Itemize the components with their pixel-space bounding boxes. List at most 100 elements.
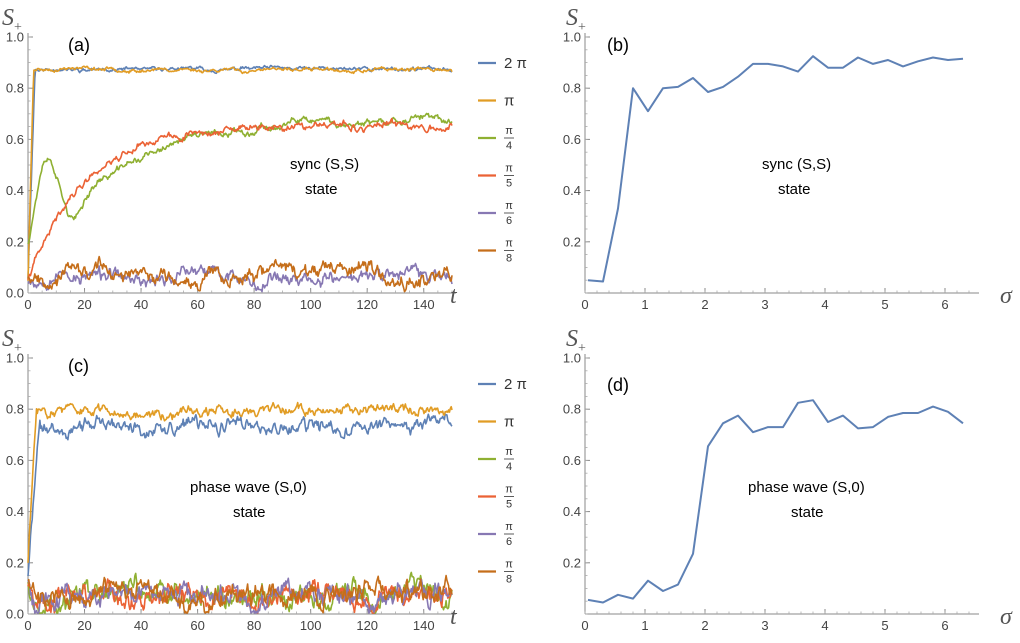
- x-tick-label: 100: [300, 297, 322, 312]
- x-tick-label: 4: [821, 618, 828, 633]
- state-annotation-line2: state: [305, 181, 338, 198]
- state-annotation-line2: state: [778, 181, 811, 198]
- x-tick-label: 20: [77, 297, 91, 312]
- panel-label: (a): [68, 35, 90, 55]
- x-tick-label: 0: [24, 618, 31, 633]
- x-axis-label: σ: [1000, 283, 1013, 309]
- series-line-c-5: [27, 574, 453, 614]
- legend-label-denominator: 5: [506, 178, 512, 190]
- x-tick-label: 1: [641, 618, 648, 633]
- y-tick-label: 0.4: [6, 183, 24, 198]
- legend-label: π: [504, 414, 514, 431]
- y-tick-label: 0.4: [6, 504, 24, 519]
- x-tick-label: 100: [300, 618, 322, 633]
- legend-label: 2 π: [504, 55, 527, 72]
- panel-c: 0.0 0.2 0.4 0.6 0.8 1.0 0 20 40 60 80 100 120 140 S+ t (…: [2, 326, 527, 633]
- panel-b: 0.2 0.4 0.6 0.8 1.0 0 1 2 3 4 5 6 S+ σ (b) sync (S,S) st…: [563, 5, 1013, 312]
- y-tick-label: 1.0: [563, 30, 581, 45]
- x-axis-label: t: [450, 604, 458, 630]
- legend-label-numerator: π: [505, 163, 513, 175]
- x-tick-label: 6: [941, 618, 948, 633]
- legend-label-numerator: π: [505, 125, 513, 137]
- x-tick-label: 4: [821, 297, 828, 312]
- y-tick-label: 1.0: [6, 351, 24, 366]
- legend-c: 2 π π π 4 π 5 π 6 π 8: [478, 376, 527, 586]
- legend-label-numerator: π: [505, 484, 513, 496]
- state-annotation: sync (S,S): [290, 156, 359, 173]
- x-tick-label: 120: [356, 297, 378, 312]
- legend-label-denominator: 5: [506, 499, 512, 511]
- y-tick-label: 0.0: [6, 286, 24, 301]
- x-tick-label: 2: [701, 297, 708, 312]
- legend-label-numerator: π: [505, 559, 513, 571]
- series-line-c-1: [27, 401, 453, 563]
- x-axis-label: t: [450, 283, 458, 309]
- y-tick-label: 0.2: [6, 555, 24, 570]
- x-tick-label: 40: [134, 618, 148, 633]
- legend-label: π: [504, 93, 514, 110]
- x-tick-label: 0: [581, 297, 588, 312]
- legend-label-denominator: 4: [506, 461, 512, 473]
- state-annotation-line2: state: [791, 504, 824, 521]
- x-tick-label: 5: [881, 297, 888, 312]
- series-line-a-2: [27, 112, 453, 245]
- y-tick-label: 0.6: [563, 453, 581, 468]
- legend-label-denominator: 4: [506, 140, 512, 152]
- y-axis-label: S+: [566, 326, 586, 356]
- x-axis-label: σ: [1000, 604, 1013, 630]
- series-line-a-3: [27, 117, 453, 280]
- legend-label-numerator: π: [505, 200, 513, 212]
- legend-label-numerator: π: [505, 238, 513, 250]
- x-tick-label: 6: [941, 297, 948, 312]
- x-tick-label: 80: [247, 297, 261, 312]
- legend-label: 2 π: [504, 376, 527, 393]
- series-line-a-1: [27, 65, 453, 281]
- y-tick-label: 0.4: [563, 504, 581, 519]
- y-tick-label: 0.8: [6, 81, 24, 96]
- y-axis-label: S+: [2, 5, 22, 35]
- y-tick-label: 0.6: [6, 453, 24, 468]
- panel-label: (c): [68, 356, 89, 376]
- y-axis-label: S+: [566, 5, 586, 35]
- x-tick-label: 80: [247, 618, 261, 633]
- panel-label: (d): [607, 375, 629, 395]
- series-line-d-0: [587, 399, 964, 604]
- x-tick-label: 120: [356, 618, 378, 633]
- legend-label-denominator: 8: [506, 574, 512, 586]
- state-annotation-line2: state: [233, 504, 266, 521]
- state-annotation: phase wave (S,0): [190, 479, 307, 496]
- x-tick-label: 3: [761, 618, 768, 633]
- y-tick-label: 0.8: [563, 402, 581, 417]
- x-tick-label: 20: [77, 618, 91, 633]
- legend-label-numerator: π: [505, 446, 513, 458]
- series-line-c-4: [27, 577, 453, 614]
- x-tick-label: 60: [190, 618, 204, 633]
- series-line-a-5: [27, 255, 453, 293]
- y-tick-label: 0.0: [6, 607, 24, 622]
- panel-a: 0.0 0.2 0.4 0.6 0.8 1.0 0 20 40 60 80 100 120 140 S+ t (…: [2, 5, 527, 312]
- legend-a: 2 π π π 4 π 5 π 6 π 8: [478, 55, 527, 265]
- x-tick-label: 40: [134, 297, 148, 312]
- series-line-a-0: [27, 64, 453, 279]
- y-tick-label: 0.2: [563, 555, 581, 570]
- x-tick-label: 1: [641, 297, 648, 312]
- legend-label-denominator: 6: [506, 536, 512, 548]
- legend-label-numerator: π: [505, 521, 513, 533]
- legend-label-denominator: 8: [506, 253, 512, 265]
- y-tick-label: 0.2: [563, 234, 581, 249]
- x-tick-label: 5: [881, 618, 888, 633]
- state-annotation: phase wave (S,0): [748, 479, 865, 496]
- legend-label-denominator: 6: [506, 215, 512, 227]
- x-tick-label: 3: [761, 297, 768, 312]
- series-line-b-0: [587, 55, 964, 283]
- x-tick-label: 140: [413, 618, 435, 633]
- y-tick-label: 0.6: [6, 132, 24, 147]
- y-tick-label: 1.0: [6, 30, 24, 45]
- x-tick-label: 2: [701, 618, 708, 633]
- x-tick-label: 0: [581, 618, 588, 633]
- series-line-c-0: [27, 413, 453, 577]
- y-axis-label: S+: [2, 326, 22, 356]
- y-tick-label: 0.8: [6, 402, 24, 417]
- y-tick-label: 0.2: [6, 234, 24, 249]
